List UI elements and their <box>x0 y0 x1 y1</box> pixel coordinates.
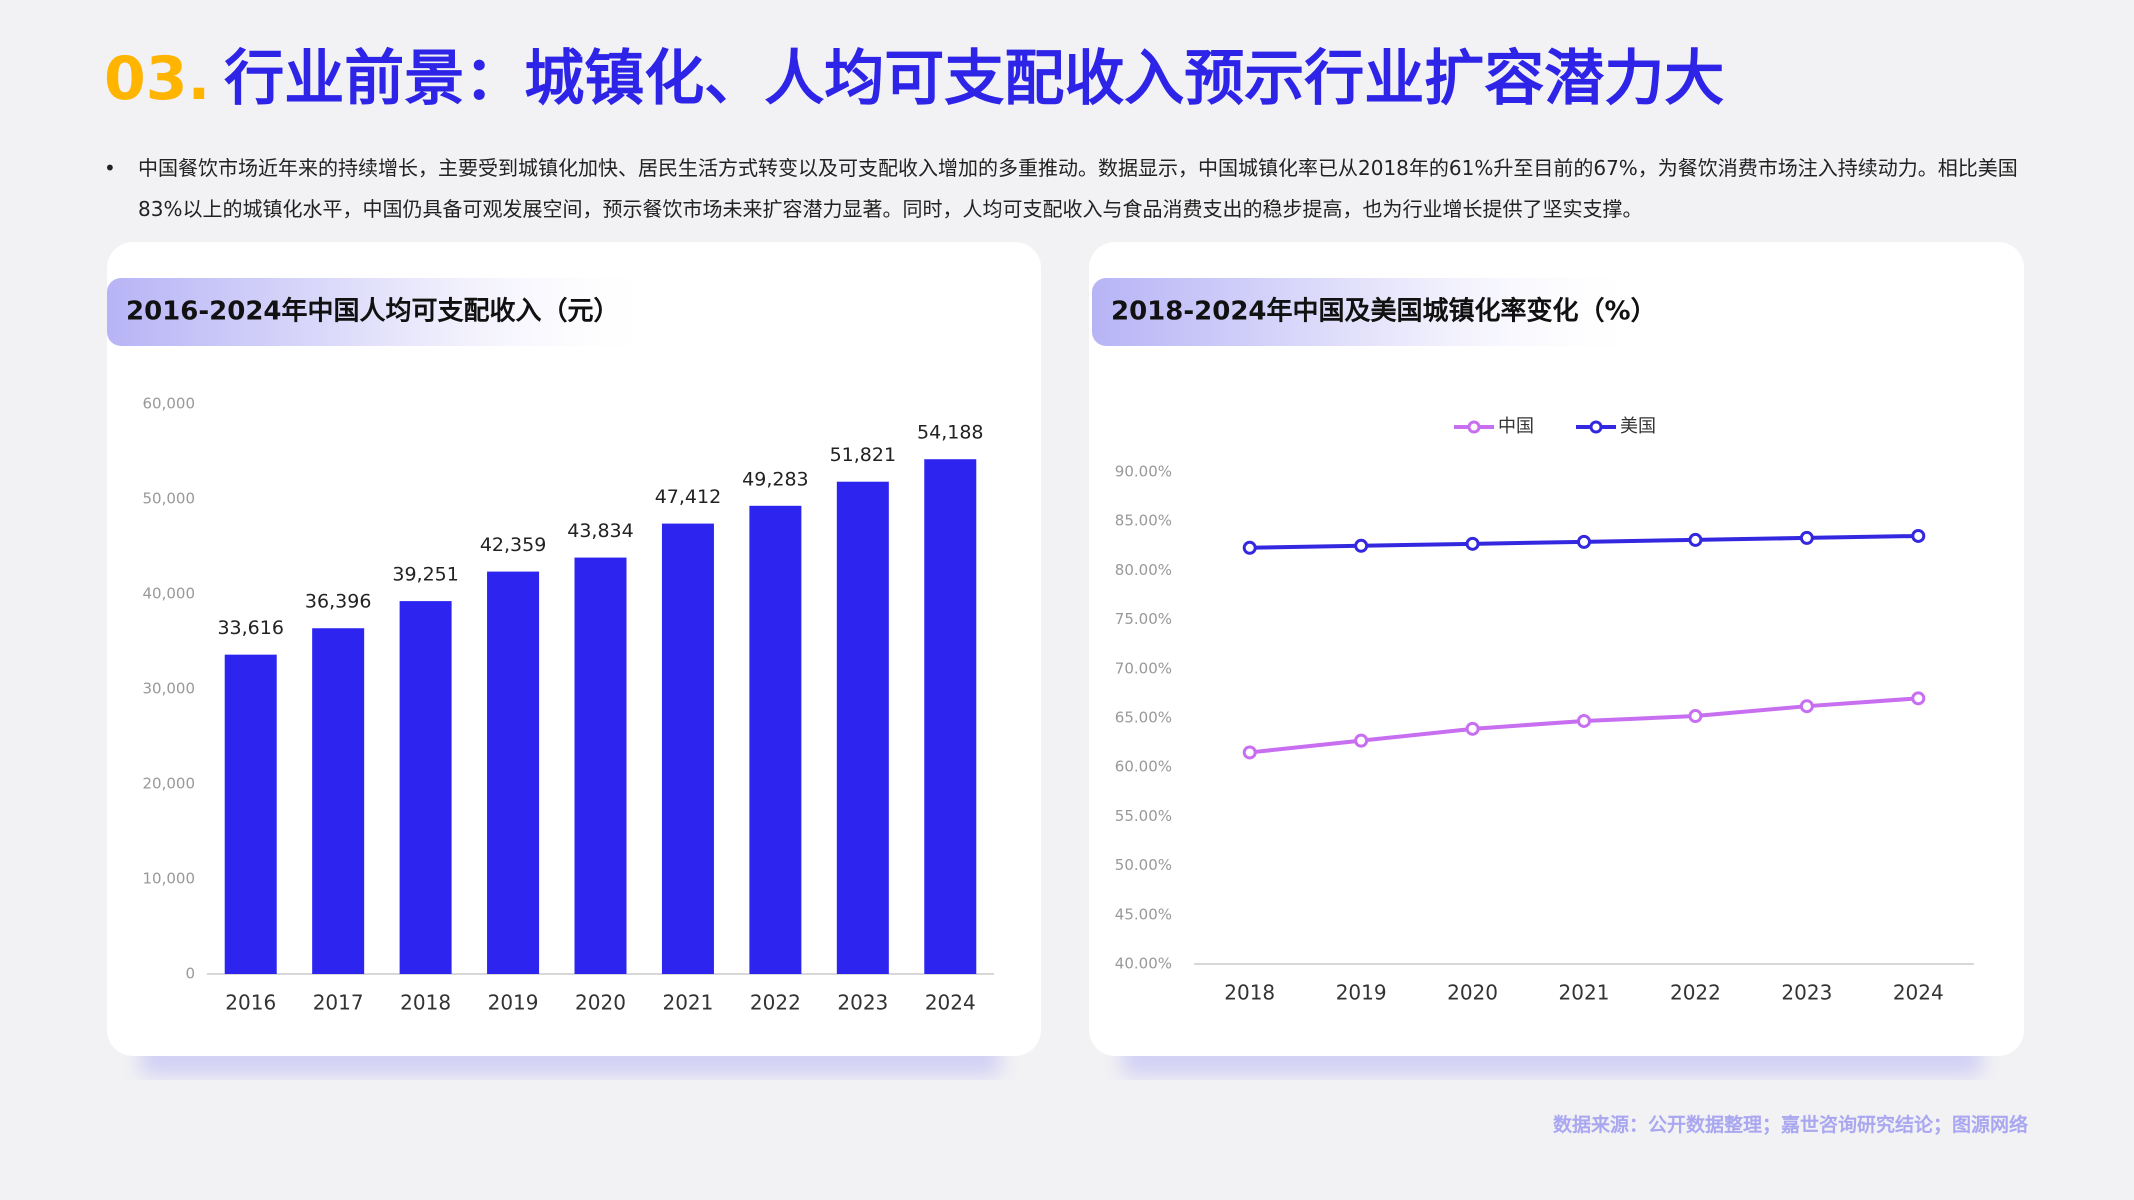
y-tick-label: 65.00% <box>1115 709 1172 727</box>
point <box>1688 709 1703 724</box>
x-tick-label: 2023 <box>837 991 888 1015</box>
y-tick-label: 75.00% <box>1115 610 1172 628</box>
header: 03. 行业前景：城镇化、人均可支配收入预示行业扩容潜力大 <box>104 30 1724 117</box>
y-tick-label: 45.00% <box>1115 905 1172 923</box>
card-title-bar <box>107 278 667 346</box>
bar <box>749 505 802 974</box>
data-label: 43,834 <box>567 520 633 542</box>
point <box>1242 745 1257 760</box>
x-tick-label: 2016 <box>225 991 276 1015</box>
x-tick-label: 2017 <box>313 991 364 1015</box>
card-title-bar <box>1092 278 1652 346</box>
y-tick-label: 0 <box>185 965 195 983</box>
bar <box>487 571 540 974</box>
point <box>1465 536 1480 551</box>
data-label: 42,359 <box>480 534 546 556</box>
y-tick-label: 70.00% <box>1115 659 1172 677</box>
y-tick-label: 80.00% <box>1115 561 1172 579</box>
bar <box>312 628 365 974</box>
bar <box>574 557 627 974</box>
x-tick-label: 2018 <box>1224 981 1275 1005</box>
y-tick-label: 90.00% <box>1115 463 1172 481</box>
y-tick-label: 60,000 <box>143 395 196 413</box>
legend-marker <box>1467 420 1481 434</box>
x-tick-label: 2021 <box>1559 981 1610 1005</box>
y-tick-label: 85.00% <box>1115 512 1172 530</box>
x-tick-label: 2019 <box>488 991 539 1015</box>
legend-label: 美国 <box>1620 416 1656 437</box>
point <box>1577 713 1591 728</box>
x-tick-label: 2022 <box>1670 981 1721 1005</box>
x-tick-label: 2024 <box>925 991 976 1015</box>
data-label: 39,251 <box>392 564 458 586</box>
data-label: 54,188 <box>917 422 983 444</box>
bar <box>224 654 277 974</box>
point <box>1354 733 1369 748</box>
y-tick-label: 50,000 <box>143 490 196 508</box>
data-label: 51,821 <box>830 444 896 466</box>
x-tick-label: 2023 <box>1781 981 1832 1005</box>
point <box>1799 699 1814 714</box>
x-tick-label: 2019 <box>1336 981 1387 1005</box>
intro: • 中国餐饮市场近年来的持续增长，主要受到城镇化加快、居民生活方式转变以及可支配收… <box>104 148 2034 230</box>
point <box>1242 540 1257 555</box>
y-tick-label: 40,000 <box>143 585 196 603</box>
chart-title: 2016-2024年中国人均可支配收入（元） <box>126 296 620 327</box>
point <box>1577 534 1591 549</box>
legend-marker <box>1589 420 1603 434</box>
data-label: 33,616 <box>217 617 283 639</box>
point <box>1354 538 1369 553</box>
data-label: 47,412 <box>655 486 721 508</box>
data-label: 49,283 <box>742 468 808 490</box>
x-tick-label: 2022 <box>750 991 801 1015</box>
point <box>1911 528 1926 543</box>
point <box>1799 530 1814 545</box>
x-tick-label: 2020 <box>1447 981 1498 1005</box>
bar <box>924 459 977 974</box>
y-tick-label: 50.00% <box>1115 856 1172 874</box>
y-tick-label: 10,000 <box>143 870 196 888</box>
x-tick-label: 2018 <box>400 991 451 1015</box>
page-title: 行业前景：城镇化、人均可支配收入预示行业扩容潜力大 <box>224 44 1725 114</box>
y-tick-label: 60.00% <box>1115 758 1172 776</box>
card <box>1089 242 2024 1056</box>
y-tick-label: 30,000 <box>143 680 196 698</box>
y-tick-label: 55.00% <box>1115 807 1172 825</box>
y-tick-label: 20,000 <box>143 775 196 793</box>
point <box>1688 532 1703 547</box>
source: 数据来源：公开数据整理；嘉世咨询研究结论；图源网络 <box>1552 1114 2028 1136</box>
x-tick-label: 2021 <box>662 991 713 1015</box>
legend-label: 中国 <box>1498 416 1534 437</box>
y-tick-label: 40.00% <box>1115 955 1172 973</box>
bar <box>836 481 889 974</box>
bar <box>661 523 714 974</box>
data-label: 36,396 <box>305 591 371 613</box>
x-tick-label: 2020 <box>575 991 626 1015</box>
bar <box>399 601 452 974</box>
section-number: 03. <box>104 44 211 114</box>
x-tick-label: 2024 <box>1893 981 1944 1005</box>
point <box>1911 691 1926 706</box>
point <box>1465 721 1480 736</box>
intro-text: 中国餐饮市场近年来的持续增长，主要受到城镇化加快、居民生活方式转变以及可支配收入… <box>138 156 2018 221</box>
chart-title: 2018-2024年中国及美国城镇化率变化（%） <box>1111 296 1657 327</box>
